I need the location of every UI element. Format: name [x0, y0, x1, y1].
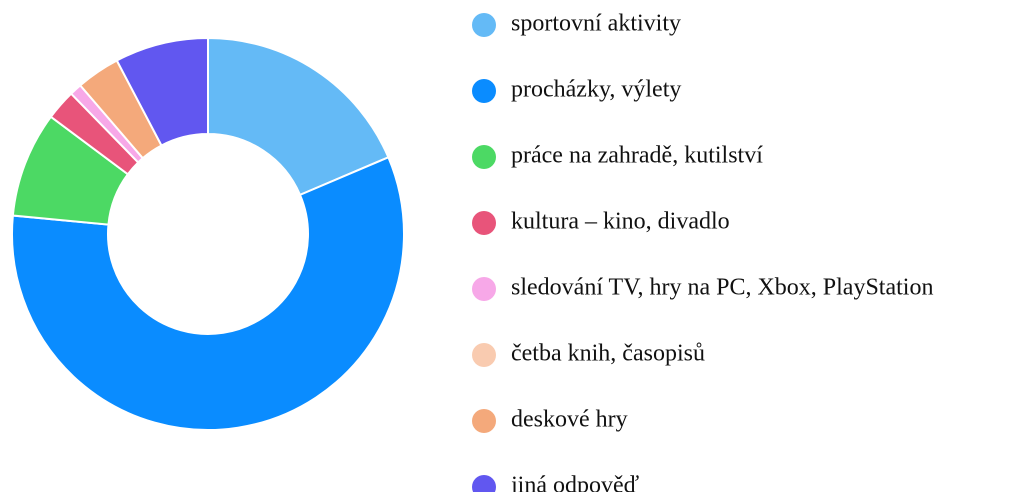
legend-swatch	[472, 211, 496, 235]
legend-swatch	[472, 145, 496, 169]
slice	[115, 36, 209, 147]
legend-label: četba knih, časopisů	[511, 341, 705, 367]
legend-swatch	[472, 343, 496, 367]
legend-label: kultura – kino, divadlo	[511, 209, 730, 235]
legend-label: jiná odpověď	[510, 473, 640, 492]
legend-label: deskové hry	[511, 407, 628, 433]
legend-label: sledování TV, hry na PC, Xbox, PlayStati…	[511, 275, 933, 301]
legend-label: práce na zahradě, kutilství	[511, 143, 763, 169]
legend-swatch	[472, 409, 496, 433]
slice	[207, 36, 390, 197]
legend-label: sportovní aktivity	[511, 11, 681, 37]
legend-swatch	[472, 475, 496, 492]
legend-label: procházky, výlety	[511, 77, 681, 103]
slice	[11, 155, 405, 431]
legend-swatch	[472, 13, 496, 37]
legend-swatch	[472, 79, 496, 103]
legend-swatch	[472, 277, 496, 301]
